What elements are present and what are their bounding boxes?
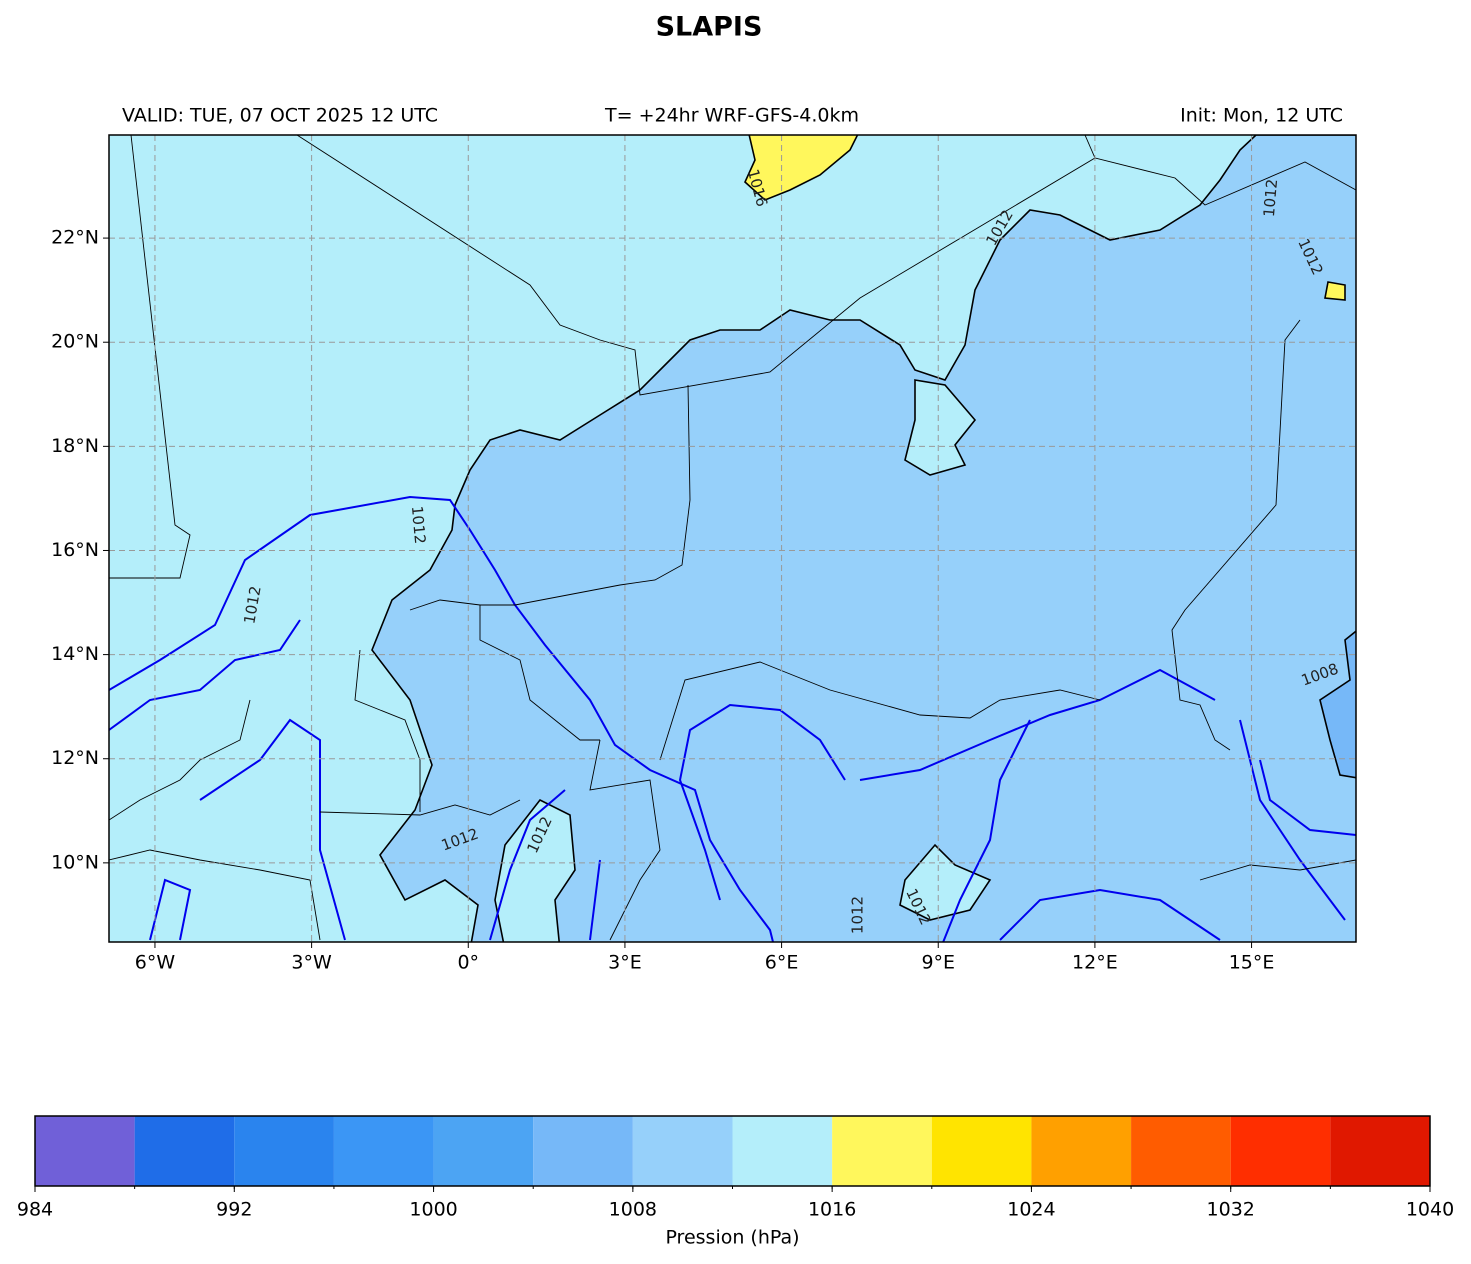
colorbar-swatch <box>732 1116 833 1186</box>
x-tick-label: 3°W <box>291 952 332 974</box>
colorbar-swatch <box>1031 1116 1132 1186</box>
colorbar-tick-label: 1040 <box>1406 1199 1454 1221</box>
x-tick-label: 6°E <box>765 952 799 974</box>
colorbar-swatch <box>333 1116 434 1186</box>
border <box>479 605 600 741</box>
river <box>489 789 566 941</box>
colorbar-tick-label: 1024 <box>1007 1199 1055 1221</box>
border <box>296 135 1356 396</box>
border <box>109 699 251 821</box>
x-tick-label: 3°E <box>608 952 642 974</box>
colorbar-swatch <box>433 1116 534 1186</box>
colorbar-swatch <box>35 1116 135 1186</box>
y-tick-label: 10°N <box>51 851 99 873</box>
river <box>149 878 192 941</box>
x-tick-label: 0° <box>457 952 479 974</box>
gridlines <box>109 135 1356 942</box>
colorbar-tick-label: 1016 <box>808 1199 856 1221</box>
colorbar-swatch <box>1330 1116 1430 1186</box>
river <box>589 859 601 941</box>
colorbar-swatch <box>1230 1116 1331 1186</box>
rivers <box>109 495 1356 942</box>
colorbar-swatch <box>1131 1116 1231 1186</box>
y-tick-label: 16°N <box>51 539 99 561</box>
colorbar-tick-label: 984 <box>17 1199 53 1221</box>
colorbar-tick-label: 1000 <box>409 1199 457 1221</box>
map-title: SLAPIS <box>656 12 763 43</box>
borders <box>109 135 1356 941</box>
colorbar-swatch <box>533 1116 633 1186</box>
init-label: Init: Mon, 12 UTC <box>1180 105 1343 127</box>
valid-label: VALID: TUE, 07 OCT 2025 12 UTC <box>122 105 438 127</box>
border <box>1084 135 1096 159</box>
border <box>589 739 661 941</box>
y-tick-label: 12°N <box>51 747 99 769</box>
x-tick-label: 9°E <box>921 952 955 974</box>
border <box>1199 859 1356 881</box>
river <box>999 888 1221 941</box>
y-tick-label: 18°N <box>51 435 99 457</box>
colorbar: 984 992 1000 1008 1016 1024 1032 1040 Pression (… <box>17 1115 1454 1249</box>
x-tick-label: 15°E <box>1229 952 1275 974</box>
colorbar-swatch <box>832 1116 932 1186</box>
border <box>409 384 691 611</box>
border <box>354 649 421 812</box>
map-frame <box>108 134 1357 943</box>
x-tick-label: 12°E <box>1072 952 1118 974</box>
y-tick-label: 22°N <box>51 227 99 249</box>
axes: 6°W 3°W 0° 3°E 6°E 9°E 12°E 15°E 10°N 12°N 14°N 16°… <box>51 227 1274 974</box>
y-tick-label: 20°N <box>51 331 99 353</box>
run-label: T= +24hr WRF-GFS-4.0km <box>604 105 859 127</box>
colorbar-tick-label: 1008 <box>609 1199 657 1221</box>
colorbar-swatch <box>134 1116 235 1186</box>
colorbar-tick-label: 992 <box>216 1199 252 1221</box>
river <box>109 619 301 731</box>
pressure-field <box>1324 281 1346 301</box>
colorbar-label: Pression (hPa) <box>665 1227 799 1249</box>
border <box>659 661 1101 761</box>
colorbar-tick-label: 1032 <box>1207 1199 1255 1221</box>
river <box>859 668 1216 781</box>
pressure-field <box>371 135 1356 942</box>
pressure-field <box>1319 630 1356 779</box>
contour-label: 1012 <box>408 505 429 545</box>
river <box>199 718 346 941</box>
contour-label: 1012 <box>1260 178 1281 218</box>
colorbar-swatch <box>632 1116 733 1186</box>
contour-label: 1012 <box>849 896 867 934</box>
colorbar-swatch <box>234 1116 334 1186</box>
border <box>109 135 191 579</box>
y-tick-label: 14°N <box>51 643 99 665</box>
border <box>319 799 521 816</box>
pressure-field <box>904 379 977 476</box>
river <box>678 703 846 901</box>
colorbar-swatch <box>931 1116 1032 1186</box>
river <box>1239 719 1346 921</box>
x-tick-label: 6°W <box>135 952 176 974</box>
river <box>1259 759 1356 836</box>
pressure-field <box>494 798 576 942</box>
border <box>1171 319 1301 751</box>
river <box>942 719 1031 942</box>
pressure-field <box>744 135 859 201</box>
